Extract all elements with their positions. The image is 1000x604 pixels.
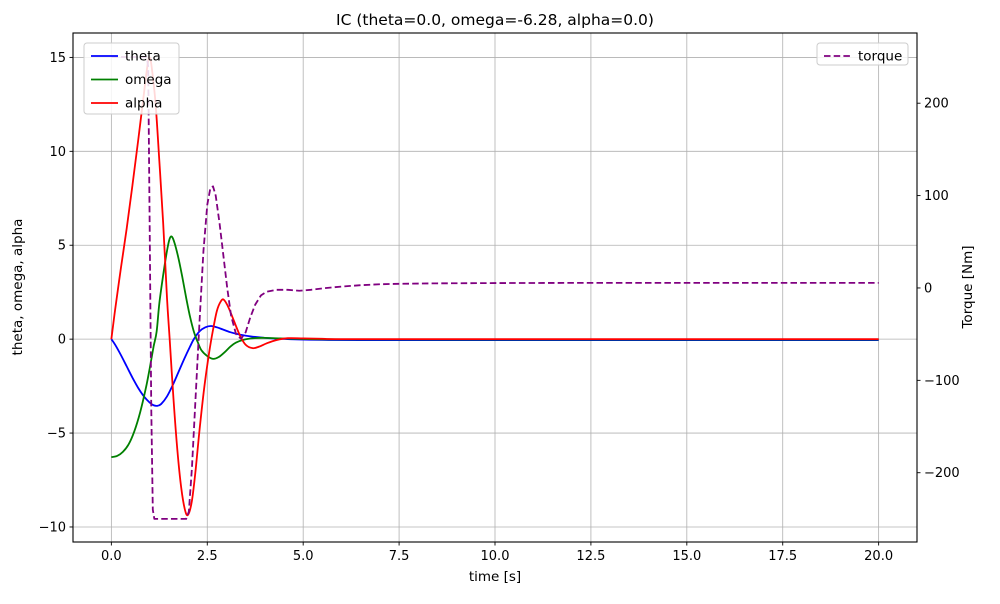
left-y-tick-label: 10 xyxy=(49,145,66,160)
right-y-tick-label: 100 xyxy=(924,189,949,204)
left-y-tick-label: 5 xyxy=(58,239,66,254)
legend-left-label-theta: theta xyxy=(125,49,161,65)
legend-left-label-omega: omega xyxy=(125,72,172,88)
x-axis-label: time [s] xyxy=(469,569,521,585)
right-y-axis-label: Torque [Nm] xyxy=(960,245,976,329)
grid-layer xyxy=(73,33,917,542)
right-y-tick-label: 200 xyxy=(924,97,949,112)
legend-left-label-alpha: alpha xyxy=(125,96,162,112)
left-y-tick-label: −5 xyxy=(47,427,66,442)
series-layer xyxy=(110,56,879,520)
x-tick-label: 10.0 xyxy=(481,549,510,564)
x-tick-label: 0.0 xyxy=(101,549,122,564)
x-tick-label: 5.0 xyxy=(293,549,314,564)
left-y-tick-label: 0 xyxy=(58,333,66,348)
legend-right-label-torque: torque xyxy=(858,49,902,65)
right-y-tick-label: −100 xyxy=(924,374,960,389)
x-tick-label: 15.0 xyxy=(672,549,701,564)
x-tick-label: 2.5 xyxy=(197,549,218,564)
left-y-axis-label: theta, omega, alpha xyxy=(10,219,26,356)
x-tick-label: 12.5 xyxy=(576,549,605,564)
left-y-tick-label: 15 xyxy=(49,51,66,66)
right-y-tick-label: 0 xyxy=(924,281,932,296)
x-tick-label: 7.5 xyxy=(389,549,410,564)
right-y-tick-label: −200 xyxy=(924,466,960,481)
left-y-tick-label: −10 xyxy=(39,520,66,535)
tick-layer: 0.0 2.5 5.0 7.5 10.0 12.5 15.0 17.5 20.0 −10 −5 0 5 1… xyxy=(39,51,960,564)
x-tick-label: 20.0 xyxy=(864,549,893,564)
torque-line xyxy=(111,56,879,520)
legend-right-box xyxy=(816,42,909,66)
chart-title: IC (theta=0.0, omega=-6.28, alpha=0.0) xyxy=(336,11,654,29)
legend-layer: theta omega alpha torque xyxy=(83,42,909,115)
legend-left-box xyxy=(83,42,180,115)
x-tick-label: 17.5 xyxy=(768,549,797,564)
